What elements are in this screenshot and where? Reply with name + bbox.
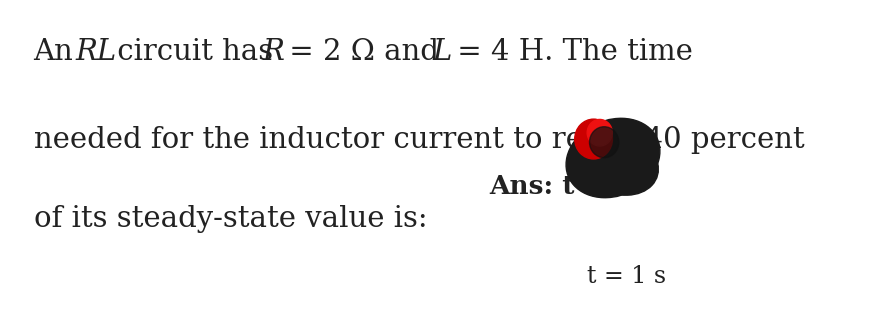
- Text: R: R: [263, 38, 285, 66]
- Text: An: An: [34, 38, 83, 66]
- Text: needed for the inductor current to reach 40 percent: needed for the inductor current to reach…: [34, 126, 804, 155]
- Text: t = 1 s: t = 1 s: [587, 265, 666, 289]
- Text: L: L: [432, 38, 452, 66]
- Ellipse shape: [566, 118, 660, 198]
- Text: = 4 H. The time: = 4 H. The time: [448, 38, 693, 66]
- Ellipse shape: [575, 119, 612, 159]
- Ellipse shape: [587, 119, 612, 146]
- Ellipse shape: [589, 127, 619, 158]
- Ellipse shape: [582, 133, 658, 195]
- Text: circuit has: circuit has: [108, 38, 283, 66]
- Text: RL: RL: [75, 38, 116, 66]
- Text: Ans: t: Ans: t: [490, 174, 575, 199]
- Text: of its steady-state value is:: of its steady-state value is:: [34, 205, 427, 234]
- Text: = 2 Ω and: = 2 Ω and: [280, 38, 449, 66]
